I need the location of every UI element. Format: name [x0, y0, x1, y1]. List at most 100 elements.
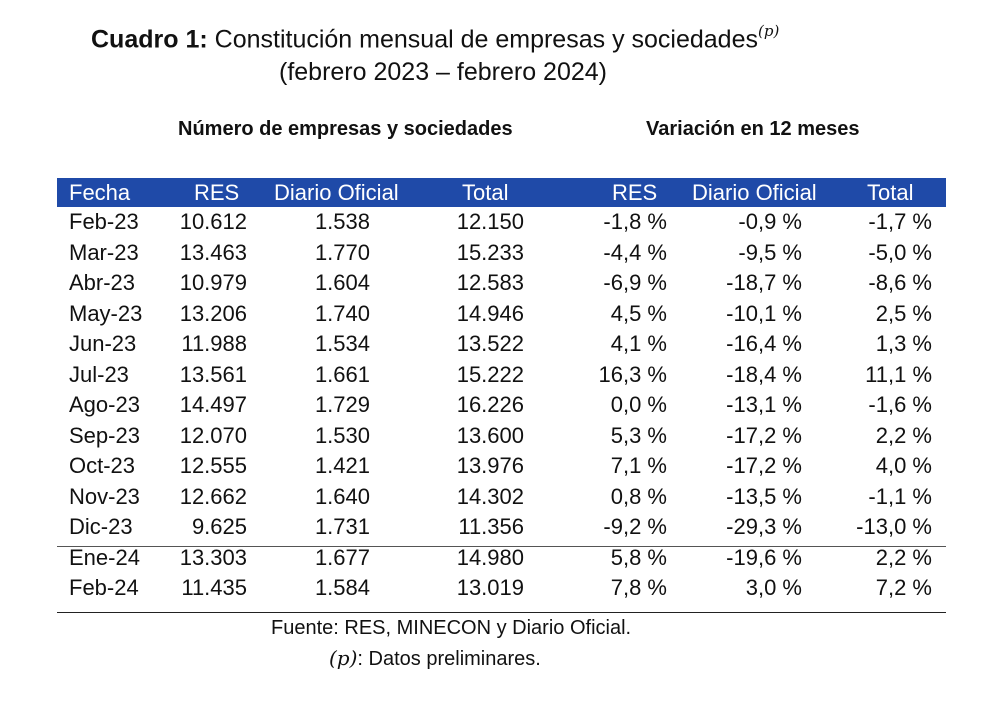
- year-separator: [57, 546, 946, 547]
- col-header-diario-oficial: Diario Oficial: [274, 180, 399, 205]
- cell-var-res: 0,8 %: [610, 483, 667, 509]
- cell-var-res: 5,8 %: [610, 544, 667, 570]
- cell-fecha: Ene-24: [69, 544, 140, 570]
- cell-var-res: -4,4 %: [603, 239, 667, 265]
- title-label: Cuadro 1:: [91, 25, 208, 54]
- cell-diario-oficial: 1.731: [314, 514, 370, 539]
- cell-var-diario-oficial: -13,1 %: [726, 392, 802, 417]
- cell-res: 14.497: [179, 392, 247, 417]
- cell-var-total: -5,0 %: [868, 239, 932, 265]
- cell-fecha: Nov-23: [69, 483, 140, 509]
- cell-var-total: 4,0 %: [875, 453, 932, 478]
- cell-diario-oficial: 1.604: [314, 270, 370, 295]
- cell-var-res: 0,0 %: [610, 392, 667, 417]
- cell-diario-oficial: 1.640: [314, 483, 370, 509]
- cell-var-res: -9,2 %: [603, 514, 667, 539]
- cell-var-diario-oficial: -10,1 %: [726, 300, 802, 326]
- table-row: Feb-24 11.435 1.584 13.019 7,8 % 3,0 % 7,2 %: [57, 573, 946, 604]
- cell-fecha: Ago-23: [69, 392, 140, 417]
- cell-diario-oficial: 1.740: [314, 300, 370, 326]
- table-row: Nov-23 12.662 1.640 14.302 0,8 % -13,5 % -1,1 …: [57, 482, 946, 513]
- cell-total: 13.019: [456, 575, 524, 600]
- table-bottom-rule: [57, 612, 946, 613]
- table-row: Mar-23 13.463 1.770 15.233 -4,4 % -9,5 % -5,0 …: [57, 238, 946, 269]
- cell-fecha: Dic-23: [69, 514, 133, 539]
- col-header-total: Total: [462, 180, 509, 205]
- cell-var-diario-oficial: -16,4 %: [726, 331, 802, 356]
- cell-var-diario-oficial: -19,6 %: [726, 544, 802, 570]
- table-header: Fecha RES Diario Oficial Total RES Diari…: [57, 178, 946, 207]
- cell-diario-oficial: 1.421: [314, 453, 370, 478]
- cell-total: 14.946: [456, 300, 524, 326]
- col-header-res: RES: [194, 180, 240, 205]
- cell-fecha: Feb-23: [69, 209, 139, 234]
- cell-var-res: 7,8 %: [610, 575, 667, 600]
- cell-var-res: 4,1 %: [610, 331, 667, 356]
- col-header-fecha: Fecha: [69, 180, 131, 205]
- cell-var-total: -8,6 %: [868, 270, 932, 295]
- cell-var-res: 16,3 %: [598, 361, 668, 387]
- table-row: Oct-23 12.555 1.421 13.976 7,1 % -17,2 % 4,0 %: [57, 451, 946, 482]
- cell-res: 10.612: [179, 209, 247, 234]
- cell-fecha: May-23: [69, 300, 143, 326]
- table-row: Dic-23 9.625 1.731 11.356 -9,2 % -29,3 % -13,0…: [57, 512, 946, 543]
- table-row: Jul-23 13.561 1.661 15.222 16,3 % -18,4 % 11,1…: [57, 360, 946, 391]
- title-superscript: (p): [758, 22, 780, 40]
- cell-diario-oficial: 1.530: [314, 422, 370, 448]
- table-row: Ago-23 14.497 1.729 16.226 0,0 % -13,1 % -1,6 …: [57, 390, 946, 421]
- cell-var-diario-oficial: -17,2 %: [726, 453, 802, 478]
- cell-var-res: 4,5 %: [610, 300, 667, 326]
- cell-res: 13.463: [179, 239, 247, 265]
- table-row: Feb-23 10.612 1.538 12.150 -1,8 % -0,9 % -1,7 …: [57, 207, 946, 238]
- cell-total: 13.600: [456, 422, 524, 448]
- cell-var-res: -1,8 %: [603, 209, 667, 234]
- cell-res: 11.435: [181, 575, 247, 600]
- cell-fecha: Feb-24: [69, 575, 139, 600]
- cell-var-total: -1,6 %: [868, 392, 932, 417]
- table-row: May-23 13.206 1.740 14.946 4,5 % -10,1 % 2,5 %: [57, 299, 946, 330]
- cell-var-diario-oficial: -18,7 %: [726, 270, 802, 295]
- cell-var-total: -1,7 %: [868, 209, 932, 234]
- cell-diario-oficial: 1.770: [314, 239, 370, 265]
- cell-res: 12.662: [179, 483, 247, 509]
- cell-diario-oficial: 1.661: [314, 361, 370, 387]
- cell-var-total: 2,5 %: [875, 300, 932, 326]
- cell-diario-oficial: 1.729: [314, 392, 370, 417]
- cell-res: 10.979: [179, 270, 247, 295]
- cell-var-res: -6,9 %: [603, 270, 667, 295]
- cell-total: 12.150: [456, 209, 524, 234]
- prelim-text: : Datos preliminares.: [357, 648, 541, 670]
- cell-diario-oficial: 1.677: [314, 544, 370, 570]
- cell-total: 14.980: [456, 544, 524, 570]
- source-note: Fuente: RES, MINECON y Diario Oficial.: [271, 617, 632, 639]
- cell-var-res: 5,3 %: [610, 422, 667, 448]
- cell-diario-oficial: 1.538: [314, 209, 370, 234]
- cell-res: 12.555: [179, 453, 247, 478]
- cell-fecha: Abr-23: [69, 270, 136, 295]
- cell-res: 13.206: [179, 300, 247, 326]
- cell-fecha: Jul-23: [69, 361, 129, 387]
- col-header-var-diario-oficial: Diario Oficial: [692, 180, 817, 205]
- prelim-symbol: (p): [329, 646, 358, 670]
- cell-var-diario-oficial: -29,3 %: [726, 514, 802, 539]
- group-header-counts: Número de empresas y sociedades: [178, 118, 513, 140]
- cell-var-total: 1,3 %: [875, 331, 932, 356]
- cell-total: 16.226: [456, 392, 524, 417]
- table-row: Abr-23 10.979 1.604 12.583 -6,9 % -18,7 % -8,6…: [57, 268, 946, 299]
- title-text: Constitución mensual de empresas y socie…: [214, 25, 758, 54]
- cell-fecha: Oct-23: [69, 453, 136, 478]
- cell-total: 13.522: [456, 331, 524, 356]
- cell-total: 14.302: [456, 483, 524, 509]
- group-header-variation: Variación en 12 meses: [646, 118, 860, 140]
- cell-var-diario-oficial: -13,5 %: [726, 483, 802, 509]
- table-title: Cuadro 1: Constitución mensual de empres…: [91, 18, 779, 54]
- cell-res: 12.070: [179, 422, 247, 448]
- cell-res: 13.561: [179, 361, 247, 387]
- cell-diario-oficial: 1.584: [314, 575, 370, 600]
- cell-res: 11.988: [181, 331, 247, 356]
- cell-var-total: 2,2 %: [875, 422, 932, 448]
- cell-total: 13.976: [456, 453, 524, 478]
- cell-var-total: 7,2 %: [875, 575, 932, 600]
- cell-var-diario-oficial: -0,9 %: [738, 209, 802, 234]
- table-row: Sep-23 12.070 1.530 13.600 5,3 % -17,2 % 2,2 %: [57, 421, 946, 452]
